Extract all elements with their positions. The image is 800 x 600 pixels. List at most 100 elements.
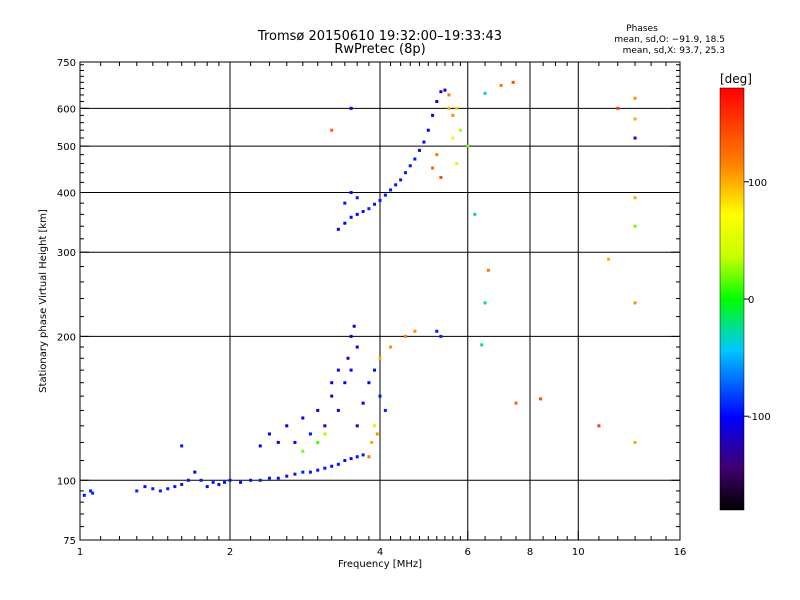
- data-point: [211, 480, 215, 484]
- data-point: [413, 157, 417, 161]
- y-tick-label: 100: [57, 476, 76, 487]
- data-point: [633, 440, 637, 444]
- data-point: [323, 432, 327, 436]
- x-tick-label: 6: [465, 547, 471, 558]
- colorbar: [719, 87, 745, 511]
- y-axis-ticks: 75 100 200 300 400 500 600 750: [57, 58, 680, 547]
- data-point: [355, 424, 359, 428]
- data-point: [323, 466, 327, 470]
- x-tick-label: 4: [377, 547, 383, 558]
- y-tick-label: 600: [57, 104, 76, 115]
- data-point: [308, 432, 312, 436]
- data-point: [483, 301, 487, 305]
- data-point: [413, 329, 417, 333]
- x-tick-label: 2: [227, 547, 233, 558]
- data-point: [616, 106, 620, 110]
- data-point: [349, 190, 353, 194]
- data-point: [239, 480, 243, 484]
- data-point: [276, 440, 280, 444]
- colorbar-label: [deg]: [720, 72, 752, 86]
- data-point: [89, 489, 93, 493]
- data-point: [633, 136, 637, 140]
- data-point: [431, 166, 435, 170]
- data-point: [186, 478, 190, 482]
- data-point: [633, 301, 637, 305]
- y-tick-label: 75: [63, 536, 76, 547]
- data-point: [539, 397, 543, 401]
- x-tick-label: 10: [572, 547, 585, 558]
- x-tick-label: 8: [527, 547, 533, 558]
- data-point: [166, 487, 170, 491]
- data-point: [367, 455, 371, 459]
- data-point: [435, 100, 439, 104]
- data-point: [82, 493, 86, 497]
- data-point: [486, 268, 490, 272]
- y-tick-label: 750: [57, 58, 76, 69]
- data-point: [336, 368, 340, 372]
- data-point: [633, 196, 637, 200]
- data-point: [285, 424, 289, 428]
- data-point: [370, 440, 374, 444]
- data-point: [228, 478, 232, 482]
- data-point: [435, 329, 439, 333]
- data-point: [422, 140, 426, 144]
- data-point: [223, 480, 227, 484]
- data-point: [330, 394, 334, 398]
- data-point: [285, 474, 289, 478]
- data-point: [173, 485, 177, 489]
- data-point: [403, 334, 407, 338]
- data-point: [336, 408, 340, 412]
- data-point: [361, 453, 365, 457]
- data-point: [343, 221, 347, 225]
- colorbar-tick-label: -100: [748, 412, 771, 423]
- y-tick-label: 500: [57, 142, 76, 153]
- data-point: [143, 485, 147, 489]
- data-point: [258, 444, 262, 448]
- data-point: [361, 210, 365, 214]
- data-point: [349, 457, 353, 461]
- data-point: [193, 470, 197, 474]
- data-point: [499, 83, 503, 87]
- data-point: [399, 178, 403, 182]
- x-tick-label: 16: [674, 547, 687, 558]
- data-point: [483, 91, 487, 95]
- y-tick-label: 300: [57, 248, 76, 259]
- data-point: [267, 476, 271, 480]
- data-point: [349, 334, 353, 338]
- data-point: [346, 356, 350, 360]
- chart-subtitle: RwPretec (8p): [334, 42, 425, 57]
- plot-frame: [79, 61, 681, 541]
- x-axis-label: Frequency [MHz]: [338, 559, 422, 570]
- data-point: [217, 482, 221, 486]
- phase-stats-o: mean, sd,O: −91.9, 18.5: [614, 35, 725, 45]
- colorbar-ticks: 100 0 -100: [744, 178, 771, 423]
- data-point: [336, 227, 340, 231]
- data-point: [447, 106, 451, 110]
- data-point: [597, 424, 601, 428]
- data-point: [389, 188, 393, 192]
- data-point: [439, 175, 443, 179]
- data-point: [455, 161, 459, 165]
- data-point: [343, 458, 347, 462]
- data-point: [403, 171, 407, 175]
- data-point: [455, 106, 459, 110]
- data-point: [158, 489, 162, 493]
- data-point: [352, 324, 356, 328]
- data-point: [378, 356, 382, 360]
- data-point: [435, 153, 439, 157]
- data-point: [443, 88, 447, 92]
- y-axis-label: Stationary phase Virtual Height [km]: [38, 209, 49, 393]
- data-point: [633, 117, 637, 121]
- y-tick-label: 200: [57, 332, 76, 343]
- data-point: [426, 128, 430, 132]
- phase-stats-x: mean, sd,X: 93.7, 25.3: [623, 46, 725, 56]
- data-point: [343, 381, 347, 385]
- data-point: [336, 462, 340, 466]
- data-point: [330, 128, 334, 132]
- data-point: [343, 201, 347, 205]
- data-point: [367, 381, 371, 385]
- data-point: [373, 202, 377, 206]
- chart-title: Tromsø 20150610 19:32:00–19:33:43: [257, 29, 502, 44]
- data-point: [330, 464, 334, 468]
